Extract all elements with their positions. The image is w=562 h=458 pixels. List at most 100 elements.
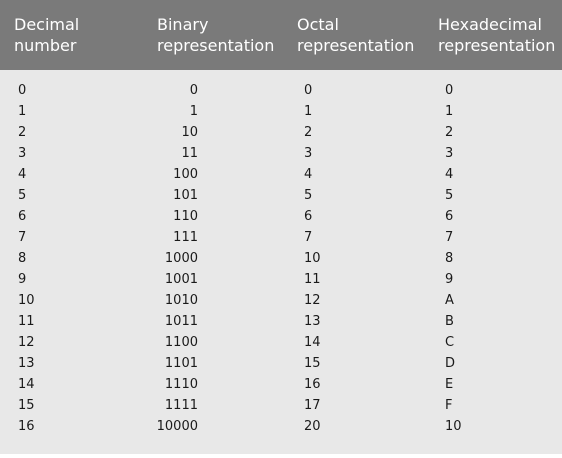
- table-row: 3 11 3 3: [0, 143, 562, 164]
- table-row: 5 101 5 5: [0, 185, 562, 206]
- cell-binary: 110: [173, 209, 198, 224]
- cell-decimal: 6: [18, 209, 27, 224]
- cell-binary: 10000: [156, 419, 198, 434]
- cell-octal: 0: [304, 83, 313, 98]
- header-hex-line1: Hexadecimal: [438, 15, 542, 34]
- cell-binary: 1001: [164, 272, 198, 287]
- cell-decimal: 8: [18, 251, 27, 266]
- table-row: 15 1111 17 F: [0, 395, 562, 416]
- header-binary-line2: representation: [157, 36, 275, 55]
- table-row: 0 0 0 0: [0, 80, 562, 101]
- table-row: 9 1001 11 9: [0, 269, 562, 290]
- cell-hex: 1: [445, 104, 454, 119]
- header-octal: Octal representation: [297, 14, 414, 56]
- table-row: 14 1110 16 E: [0, 374, 562, 395]
- cell-binary: 1101: [164, 356, 198, 371]
- cell-decimal: 4: [18, 167, 27, 182]
- table-row: 7 111 7 7: [0, 227, 562, 248]
- table-row: 4 100 4 4: [0, 164, 562, 185]
- cell-octal: 3: [304, 146, 313, 161]
- cell-hex: D: [445, 356, 456, 371]
- cell-octal: 15: [304, 356, 321, 371]
- cell-hex: 9: [445, 272, 454, 287]
- header-octal-line1: Octal: [297, 15, 339, 34]
- table-row: 2 10 2 2: [0, 122, 562, 143]
- table-body: 0 0 0 0 1 1 1 1 2 10 2 2 3 11 3 3 4 100 …: [0, 70, 562, 454]
- table-row: 8 1000 10 8: [0, 248, 562, 269]
- header-decimal-line2: number: [14, 36, 77, 55]
- cell-hex: 8: [445, 251, 454, 266]
- cell-hex: A: [445, 293, 454, 308]
- header-hex-line2: representation: [438, 36, 556, 55]
- cell-binary: 111: [173, 230, 198, 245]
- cell-binary: 1110: [164, 377, 198, 392]
- cell-hex: 5: [445, 188, 454, 203]
- cell-binary: 11: [181, 146, 198, 161]
- cell-binary: 10: [181, 125, 198, 140]
- header-hex: Hexadecimal representation: [438, 14, 555, 56]
- cell-binary: 1000: [164, 251, 198, 266]
- cell-hex: 4: [445, 167, 454, 182]
- cell-octal: 12: [304, 293, 321, 308]
- cell-octal: 11: [304, 272, 321, 287]
- cell-decimal: 2: [18, 125, 27, 140]
- cell-binary: 1011: [164, 314, 198, 329]
- bottom-border: [0, 454, 562, 458]
- cell-binary: 1100: [164, 335, 198, 350]
- cell-octal: 2: [304, 125, 313, 140]
- cell-binary: 100: [173, 167, 198, 182]
- cell-decimal: 15: [18, 398, 35, 413]
- cell-hex: F: [445, 398, 453, 413]
- cell-octal: 7: [304, 230, 313, 245]
- header-binary: Binary representation: [157, 14, 274, 56]
- cell-decimal: 7: [18, 230, 27, 245]
- cell-hex: 10: [445, 419, 462, 434]
- cell-octal: 16: [304, 377, 321, 392]
- cell-octal: 1: [304, 104, 313, 119]
- table-row: 1 1 1 1: [0, 101, 562, 122]
- cell-binary: 0: [189, 83, 198, 98]
- cell-decimal: 12: [18, 335, 35, 350]
- cell-decimal: 0: [18, 83, 27, 98]
- cell-decimal: 1: [18, 104, 27, 119]
- cell-decimal: 13: [18, 356, 35, 371]
- header-binary-line1: Binary: [157, 15, 209, 34]
- cell-binary: 1111: [164, 398, 198, 413]
- cell-hex: 7: [445, 230, 454, 245]
- cell-decimal: 10: [18, 293, 35, 308]
- cell-octal: 14: [304, 335, 321, 350]
- header-decimal-line1: Decimal: [14, 15, 80, 34]
- cell-octal: 17: [304, 398, 321, 413]
- cell-decimal: 9: [18, 272, 27, 287]
- cell-binary: 101: [173, 188, 198, 203]
- table-row: 13 1101 15 D: [0, 353, 562, 374]
- table-row: 12 1100 14 C: [0, 332, 562, 353]
- cell-binary: 1010: [164, 293, 198, 308]
- table-row: 11 1011 13 B: [0, 311, 562, 332]
- cell-binary: 1: [189, 104, 198, 119]
- cell-octal: 6: [304, 209, 313, 224]
- cell-octal: 20: [304, 419, 321, 434]
- cell-decimal: 3: [18, 146, 27, 161]
- cell-hex: 3: [445, 146, 454, 161]
- table-row: 6 110 6 6: [0, 206, 562, 227]
- cell-octal: 10: [304, 251, 321, 266]
- cell-decimal: 16: [18, 419, 35, 434]
- table-row: 16 10000 20 10: [0, 416, 562, 437]
- table-header: Decimal number Binary representation Oct…: [0, 0, 562, 70]
- cell-decimal: 14: [18, 377, 35, 392]
- cell-hex: 6: [445, 209, 454, 224]
- cell-decimal: 5: [18, 188, 27, 203]
- cell-octal: 13: [304, 314, 321, 329]
- cell-octal: 4: [304, 167, 313, 182]
- table-row: 10 1010 12 A: [0, 290, 562, 311]
- cell-hex: E: [445, 377, 454, 392]
- cell-hex: 2: [445, 125, 454, 140]
- cell-hex: C: [445, 335, 455, 350]
- cell-octal: 5: [304, 188, 313, 203]
- cell-hex: B: [445, 314, 454, 329]
- header-decimal: Decimal number: [14, 14, 79, 56]
- header-octal-line2: representation: [297, 36, 415, 55]
- cell-hex: 0: [445, 83, 454, 98]
